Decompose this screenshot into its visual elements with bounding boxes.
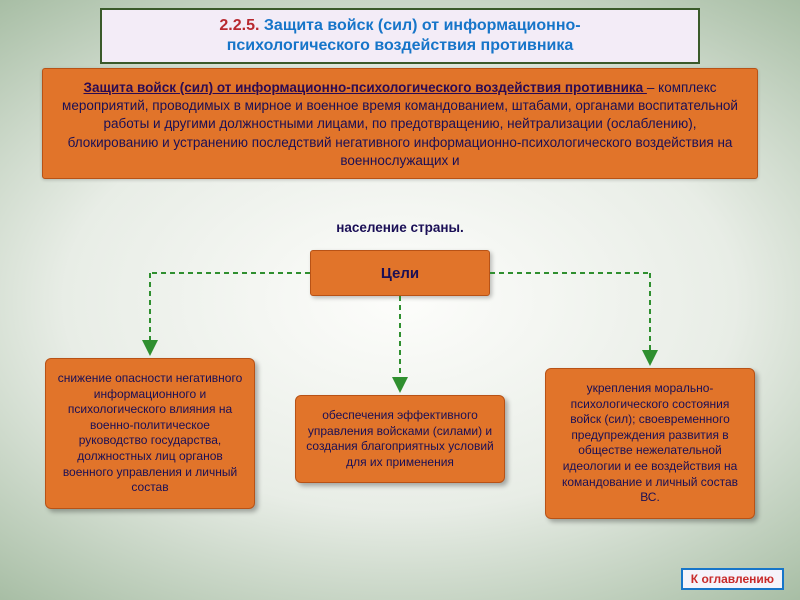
toc-button[interactable]: К оглавлению <box>681 568 784 590</box>
definition-tail: население страны. <box>0 220 800 235</box>
definition-term: Защита войск (сил) от информационно-псих… <box>84 80 647 95</box>
goal-box-right: укрепления морально-психологического сос… <box>545 368 755 519</box>
section-title: 2.2.5. Защита войск (сил) от информацион… <box>100 8 700 64</box>
section-title-line1: Защита войск (сил) от информационно- <box>264 17 581 34</box>
section-number: 2.2.5. <box>219 17 259 34</box>
goals-label: Цели <box>310 250 490 296</box>
goal-box-left: снижение опасности негативного информаци… <box>45 358 255 509</box>
definition-box: Защита войск (сил) от информационно-псих… <box>42 68 758 179</box>
goal-box-center: обеспечения эффективного управления войс… <box>295 395 505 483</box>
section-title-line2: психологического воздействия противника <box>227 37 574 54</box>
